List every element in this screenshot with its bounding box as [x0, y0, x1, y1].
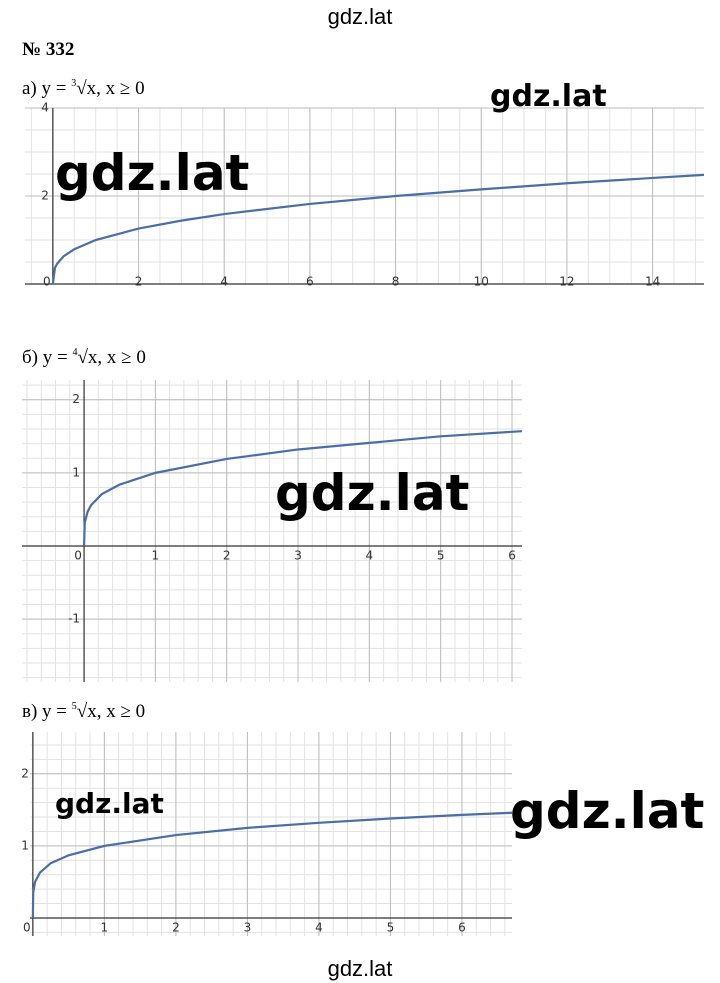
x-tick-label: 2: [172, 920, 180, 934]
radicand: √x: [76, 78, 96, 99]
x-tick-label: 10: [474, 275, 489, 289]
y-tick-label: 2: [21, 766, 29, 780]
x-tick-label: 5: [387, 920, 395, 934]
y-tick-label: 1: [21, 838, 29, 852]
x-tick-label: 0: [74, 548, 82, 562]
graph-label: б) y = 4√x, x ≥ 0: [22, 347, 146, 368]
radicand: √x: [77, 347, 97, 368]
x-tick-label: 8: [392, 275, 400, 289]
label-prefix: а) y =: [22, 78, 71, 99]
x-tick-label: 2: [223, 548, 231, 562]
y-tick-label: 1: [72, 465, 80, 479]
x-tick-label: 0: [23, 920, 31, 934]
y-tick-label: -1: [68, 612, 80, 626]
x-tick-label: 1: [101, 920, 109, 934]
x-tick-label: 0: [43, 275, 51, 289]
x-tick-label: 2: [135, 275, 143, 289]
label-suffix: , x ≥ 0: [97, 701, 145, 722]
curve: [31, 811, 513, 918]
x-tick-label: 6: [508, 548, 516, 562]
x-tick-label: 3: [294, 548, 302, 562]
watermark: gdz.lat: [55, 144, 249, 202]
x-tick-label: 6: [306, 275, 314, 289]
x-tick-label: 4: [315, 920, 323, 934]
y-tick-label: 2: [72, 392, 80, 406]
root-index: 4: [72, 347, 77, 358]
problem-number: № 332: [22, 39, 74, 60]
label-prefix: в) y =: [22, 701, 72, 722]
x-tick-label: 1: [152, 548, 160, 562]
graph-label: в) y = 5√x, x ≥ 0: [22, 701, 145, 722]
root-index: 3: [71, 78, 76, 89]
watermark: gdz.lat: [490, 79, 607, 114]
label-suffix: , x ≥ 0: [96, 78, 144, 99]
x-tick-label: 14: [645, 275, 660, 289]
footer-site: gdz.lat: [328, 956, 393, 981]
y-tick-label: 2: [41, 189, 49, 203]
header-site: gdz.lat: [328, 4, 393, 29]
label-suffix: , x ≥ 0: [97, 347, 145, 368]
curve: [82, 430, 523, 547]
label-prefix: б) y =: [22, 347, 72, 368]
watermark: gdz.lat: [510, 782, 704, 840]
x-tick-label: 4: [220, 275, 228, 289]
x-tick-label: 12: [559, 275, 574, 289]
root-index: 5: [72, 701, 77, 712]
x-tick-label: 5: [437, 548, 445, 562]
x-tick-label: 4: [366, 548, 374, 562]
radicand: √x: [77, 701, 97, 722]
curve: [51, 173, 705, 285]
watermark: gdz.lat: [55, 787, 164, 820]
watermark: gdz.lat: [275, 464, 469, 522]
y-tick-label: 4: [41, 101, 49, 115]
x-tick-label: 6: [458, 920, 466, 934]
x-tick-label: 3: [244, 920, 252, 934]
graph-label: а) y = 3√x, x ≥ 0: [22, 78, 145, 99]
